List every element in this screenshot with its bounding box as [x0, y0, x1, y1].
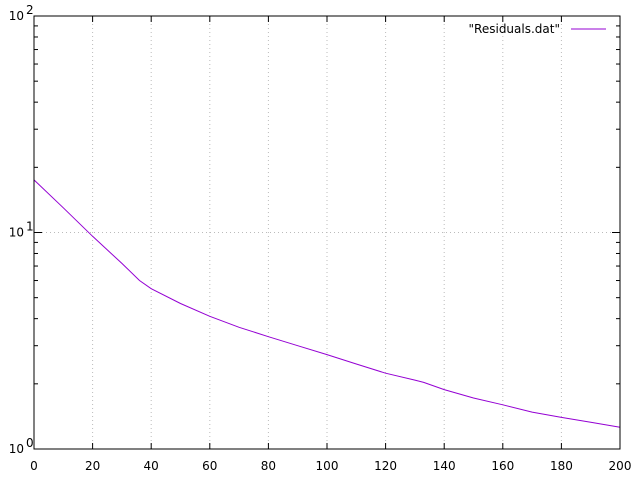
x-tick-label: 80	[261, 459, 276, 473]
x-tick-label: 0	[30, 459, 38, 473]
grid	[34, 16, 620, 449]
y-tick-exponent: 1	[26, 220, 34, 234]
x-tick-label: 140	[433, 459, 456, 473]
y-tick-exponent: 0	[26, 436, 34, 450]
plot-frame	[33, 15, 621, 450]
x-tick-label: 20	[85, 459, 100, 473]
y-tick-label: 10	[9, 226, 24, 240]
x-tick-label: 100	[316, 459, 339, 473]
x-tick-label: 60	[202, 459, 217, 473]
legend: "Residuals.dat"	[469, 22, 606, 36]
y-tick-exponent: 2	[26, 3, 34, 17]
x-tick-label: 200	[609, 459, 632, 473]
series-layer	[33, 179, 621, 428]
y-tick-label: 10	[9, 9, 24, 23]
legend-label-residuals: "Residuals.dat"	[469, 22, 560, 36]
x-tick-label: 180	[550, 459, 573, 473]
x-tick-label: 160	[491, 459, 514, 473]
x-tick-label: 40	[144, 459, 159, 473]
x-tick-label: 120	[374, 459, 397, 473]
series-line-residuals	[33, 179, 621, 428]
y-tick-label: 10	[9, 442, 24, 456]
